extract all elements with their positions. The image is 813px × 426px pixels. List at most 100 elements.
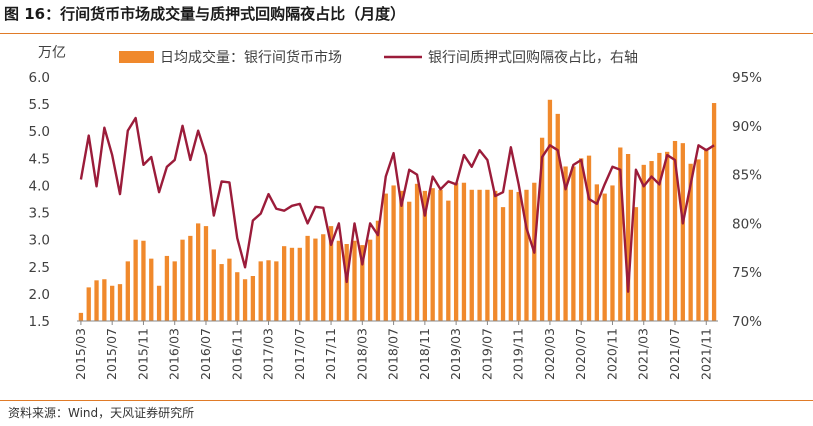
legend-bar-swatch	[119, 51, 154, 63]
bar-2018/11	[422, 190, 428, 321]
bar-2018/12	[430, 188, 435, 321]
bar-2018/03	[360, 245, 365, 321]
bar-2020/12	[618, 147, 623, 321]
legend-bar-label: 日均成交量：银行间货币市场	[160, 49, 342, 66]
bar-series	[78, 99, 717, 322]
right-tick-label: 95%	[732, 70, 762, 86]
bar-2017/04	[274, 261, 279, 321]
bar-2017/10	[321, 234, 326, 321]
bar-2019/09	[500, 207, 506, 321]
right-tick-label: 75%	[732, 265, 762, 281]
bar-2016/05	[188, 235, 193, 321]
x-tick-label: 2017/07	[292, 328, 307, 380]
left-tick-label: 5.5	[29, 97, 50, 113]
bar-2019/05	[469, 189, 474, 321]
bar-2019/08	[493, 190, 498, 321]
bar-2017/02	[258, 261, 263, 321]
right-tick-label: 70%	[732, 314, 762, 330]
x-tick-label: 2015/07	[104, 328, 119, 380]
bar-2015/11	[141, 240, 146, 321]
bar-2020/05	[563, 166, 568, 321]
x-tick-label: 2018/07	[386, 328, 401, 380]
bar-2016/03	[172, 261, 177, 321]
bar-2020/02	[539, 137, 545, 321]
right-tick-label: 80%	[732, 216, 762, 232]
x-tick-label: 2015/11	[135, 328, 150, 380]
bar-2019/04	[461, 182, 467, 321]
bar-2021/12	[711, 103, 717, 321]
bar-2016/12	[242, 279, 248, 321]
bar-2018/07	[391, 185, 396, 321]
x-tick-label: 2019/07	[479, 328, 494, 380]
bar-2016/10	[227, 258, 232, 321]
x-tick-label: 2019/03	[448, 328, 463, 380]
bar-2018/05	[375, 220, 381, 321]
bar-2018/04	[367, 239, 373, 321]
figure-title: 图 16：行间货币市场成交量与质押式回购隔夜占比（月度）	[4, 5, 406, 23]
bar-2016/07	[203, 226, 209, 321]
bar-2021/09	[688, 163, 693, 321]
bar-2021/07	[672, 140, 678, 321]
bar-2021/04	[649, 161, 654, 321]
legend-line-label: 银行间质押式回购隔夜占比，右轴	[428, 50, 638, 66]
left-tick-label: 2.5	[29, 260, 50, 276]
chart-area: 万亿 日均成交量：银行间货币市场 银行间质押式回购隔夜占比，右轴 1.5 2.0 2…	[29, 45, 763, 380]
left-tick-label: 1.5	[29, 314, 50, 330]
bar-2019/01	[438, 189, 443, 321]
line-series	[79, 116, 715, 293]
bar-2015/05	[94, 280, 99, 321]
x-tick-label: 2021/03	[636, 328, 651, 380]
x-tick-label: 2016/07	[198, 328, 213, 380]
legend: 日均成交量：银行间货币市场 银行间质押式回购隔夜占比，右轴	[119, 49, 638, 66]
bar-2017/09	[313, 238, 318, 321]
bar-2018/02	[352, 240, 357, 321]
bar-2018/08	[399, 190, 404, 321]
x-tick-label: 2016/03	[167, 328, 182, 380]
source-note: 资料来源：Wind，天风证券研究所	[8, 406, 195, 420]
bar-2016/09	[219, 264, 224, 321]
x-tick-label: 2021/07	[667, 328, 682, 380]
x-tick-label: 2018/03	[354, 328, 369, 380]
bar-2021/01	[625, 154, 631, 321]
bar-2018/09	[407, 201, 412, 321]
bar-2018/10	[414, 183, 420, 321]
bar-2020/10	[602, 193, 607, 321]
bar-2020/07	[579, 158, 584, 321]
line-path	[79, 116, 715, 293]
bar-2017/12	[336, 240, 342, 321]
x-tick-label: 2017/11	[323, 328, 338, 380]
bar-2016/04	[180, 239, 185, 321]
x-tick-label: 2017/03	[261, 328, 276, 380]
bar-2021/05	[657, 152, 662, 321]
source-rule	[0, 400, 813, 401]
bar-2020/09	[594, 184, 599, 321]
bar-2016/02	[164, 255, 170, 321]
bar-2019/11	[516, 191, 521, 321]
right-tick-label: 85%	[732, 168, 762, 184]
bar-2020/08	[586, 155, 592, 321]
bar-2020/04	[555, 113, 560, 322]
bar-2020/06	[571, 166, 576, 321]
bar-2017/01	[250, 276, 256, 321]
x-tick-label: 2015/03	[73, 328, 88, 380]
x-tick-label: 2018/11	[417, 328, 432, 380]
bar-2019/10	[508, 189, 513, 321]
x-tick-label: 2019/11	[511, 328, 526, 380]
left-tick-label: 6.0	[29, 70, 50, 86]
left-tick-label: 5.0	[29, 124, 50, 140]
left-tick-label: 3.0	[29, 233, 50, 249]
bar-2017/03	[266, 260, 271, 321]
bar-2017/07	[297, 247, 302, 321]
bar-2015/04	[86, 287, 91, 321]
bar-2021/06	[665, 151, 670, 321]
bar-2017/06	[289, 247, 295, 321]
axes: 1.5 2.0 2.5 3.0 3.5 4.0 4.5 5.0 5.5 6.0 70% 75% 80% 8…	[29, 70, 763, 380]
bar-2015/06	[102, 279, 107, 321]
bar-2015/07	[110, 285, 115, 321]
x-tick-label: 2020/03	[542, 328, 557, 380]
bar-2016/01	[156, 285, 162, 321]
bar-2020/11	[610, 185, 615, 321]
right-tick-label: 90%	[732, 119, 762, 135]
bar-2015/12	[149, 258, 154, 321]
bar-2021/10	[696, 159, 701, 321]
